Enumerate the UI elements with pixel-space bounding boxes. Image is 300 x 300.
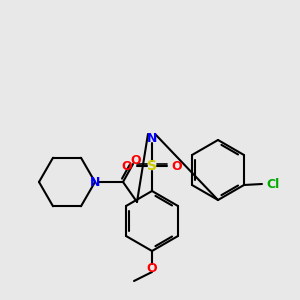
Text: S: S — [147, 159, 157, 173]
Text: O: O — [147, 262, 157, 275]
Text: O: O — [122, 160, 132, 172]
Text: O: O — [172, 160, 182, 172]
Text: Cl: Cl — [266, 178, 279, 190]
Text: O: O — [131, 154, 141, 167]
Text: N: N — [147, 131, 157, 145]
Text: N: N — [90, 176, 100, 188]
